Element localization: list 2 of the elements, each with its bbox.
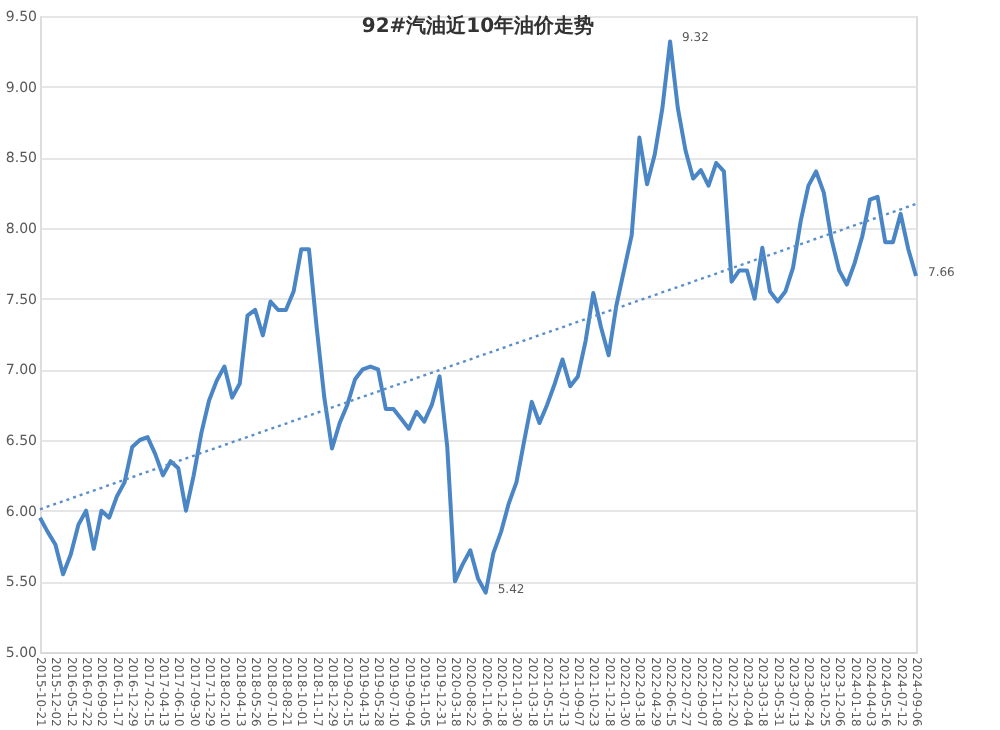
line-series	[38, 39, 918, 595]
chart-title: 92#汽油近10年油价走势	[361, 14, 595, 38]
